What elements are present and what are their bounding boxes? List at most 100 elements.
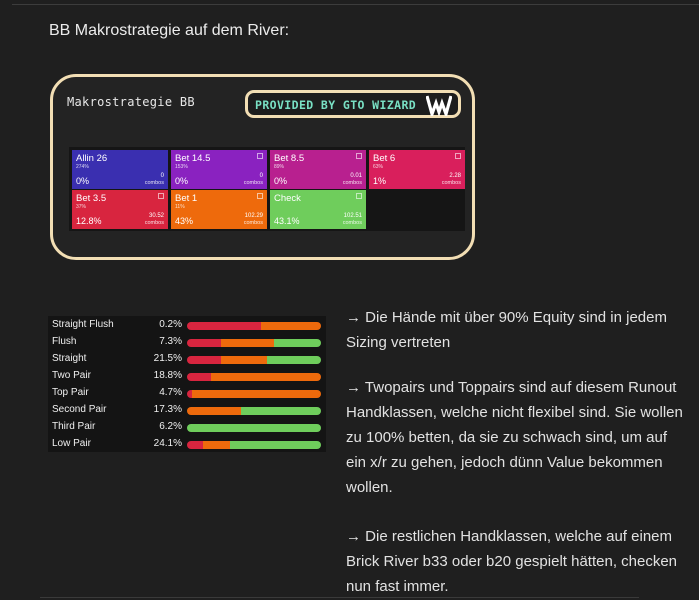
action-combos-label: combos xyxy=(144,220,164,226)
strategy-segment xyxy=(187,424,321,432)
hand-class-name: Top Pair xyxy=(52,387,89,398)
action-frequency: 0% xyxy=(274,176,288,186)
action-combos-label: combos xyxy=(342,180,362,186)
hand-class-row: Straight Flush 0.2% xyxy=(48,318,326,335)
action-label: Bet 1 xyxy=(175,193,198,204)
hand-class-row: Two Pair 18.8% xyxy=(48,369,326,386)
action-cell[interactable]: Check 43.1% 102.51 combos xyxy=(270,190,366,229)
details-icon xyxy=(257,153,263,159)
hand-class-percent: 21.5% xyxy=(153,353,182,364)
action-combos-value: 0 xyxy=(160,173,164,179)
strategy-segment xyxy=(220,339,275,347)
action-grid: Allin 26 274% 0% 0 combos Bet 14.5 153% 0% 0 comb… xyxy=(69,147,465,231)
hand-class-name: Two Pair xyxy=(52,370,91,381)
hand-class-name: Third Pair xyxy=(52,421,96,432)
strategy-bar xyxy=(187,322,321,330)
action-size-percent: 63% xyxy=(373,164,384,170)
action-combos-value: 2.28 xyxy=(449,173,461,179)
strategy-segment xyxy=(187,339,221,347)
hand-class-percent: 24.1% xyxy=(153,438,182,449)
strategy-segment xyxy=(187,373,212,381)
action-cell[interactable]: Bet 6 63% 1% 2.28 combos xyxy=(369,150,465,189)
hand-class-name: Straight xyxy=(52,353,87,364)
strategy-bar xyxy=(187,424,321,432)
action-combos-label: combos xyxy=(243,220,263,226)
hand-class-row: Third Pair 6.2% xyxy=(48,420,326,437)
strategy-bar xyxy=(187,407,321,415)
hand-class-percent: 17.3% xyxy=(153,404,182,415)
strategy-bar xyxy=(187,441,321,449)
details-icon xyxy=(356,193,362,199)
action-combos-label: combos xyxy=(243,180,263,186)
bottom-divider xyxy=(40,597,639,598)
action-combos-value: 0.01 xyxy=(350,173,362,179)
hand-class-row: Flush 7.3% xyxy=(48,335,326,352)
action-size-percent: 37% xyxy=(76,204,87,210)
action-frequency: 0% xyxy=(175,176,189,186)
details-icon xyxy=(356,153,362,159)
gto-wizard-logo-icon xyxy=(426,95,452,116)
strategy-segment xyxy=(187,390,193,398)
hand-class-row: Top Pair 4.7% xyxy=(48,386,326,403)
action-size-percent: 153% xyxy=(175,164,188,170)
hand-class-name: Low Pair xyxy=(52,438,91,449)
hand-class-percent: 18.8% xyxy=(153,370,182,381)
paragraph-2: → Twopairs und Toppairs sind auf diesem … xyxy=(346,379,683,496)
strategy-segment xyxy=(187,441,204,449)
action-label: Bet 14.5 xyxy=(175,153,211,164)
hand-class-row: Second Pair 17.3% xyxy=(48,403,326,420)
strategy-bar xyxy=(187,390,321,398)
section-heading: BB Makrostrategie auf dem River: xyxy=(49,22,290,39)
details-icon xyxy=(455,153,461,159)
top-divider xyxy=(12,4,699,5)
paragraph-3: → Die restlichen Handklassen, welche auf… xyxy=(346,528,678,595)
card-title: Makrostrategie BB xyxy=(67,95,195,109)
action-cell[interactable]: Bet 1 11% 43% 102.29 combos xyxy=(171,190,267,229)
action-combos-label: combos xyxy=(144,180,164,186)
action-combos-value: 30.52 xyxy=(148,213,164,219)
strategy-segment xyxy=(187,322,261,330)
strategy-segment xyxy=(220,356,268,364)
hand-class-percent: 7.3% xyxy=(159,336,182,347)
strategy-segment xyxy=(203,441,230,449)
action-combos-label: combos xyxy=(441,180,461,186)
hand-class-percent: 4.7% xyxy=(159,387,182,398)
action-cell[interactable]: Allin 26 274% 0% 0 combos xyxy=(72,150,168,189)
details-icon xyxy=(257,193,263,199)
action-cell[interactable]: Bet 8.5 89% 0% 0.01 combos xyxy=(270,150,366,189)
strategy-segment xyxy=(274,339,321,347)
strategy-segment xyxy=(187,407,241,415)
hand-class-percent: 6.2% xyxy=(159,421,182,432)
paragraph-1: → Die Hände mit über 90% Equity sind in … xyxy=(346,309,667,351)
action-frequency: 43.1% xyxy=(274,216,300,226)
action-label: Bet 8.5 xyxy=(274,153,305,164)
hand-class-name: Straight Flush xyxy=(52,319,114,330)
details-icon xyxy=(158,193,164,199)
strategy-bar xyxy=(187,339,321,347)
action-combos-label: combos xyxy=(342,220,362,226)
strategy-segment xyxy=(192,390,321,398)
action-label: Check xyxy=(274,193,301,204)
action-cell[interactable]: Bet 3.5 37% 12.8% 30.52 combos xyxy=(72,190,168,229)
action-size-percent: 11% xyxy=(175,204,185,210)
strategy-segment xyxy=(211,373,321,381)
action-combos-value: 0 xyxy=(259,173,263,179)
action-size-percent: 89% xyxy=(274,164,285,170)
action-cell[interactable]: Bet 14.5 153% 0% 0 combos xyxy=(171,150,267,189)
strategy-segment xyxy=(187,356,221,364)
hand-class-row: Straight 21.5% xyxy=(48,352,326,369)
gto-wizard-badge: PROVIDED BY GTO WIZARD xyxy=(245,90,461,118)
strategy-segment xyxy=(260,322,321,330)
hand-class-name: Flush xyxy=(52,336,77,347)
action-frequency: 12.8% xyxy=(76,216,102,226)
action-label: Allin 26 xyxy=(76,153,108,164)
strategy-bar xyxy=(187,356,321,364)
action-label: Bet 6 xyxy=(373,153,396,164)
action-size-percent: 274% xyxy=(76,164,89,170)
hand-class-name: Second Pair xyxy=(52,404,107,415)
action-frequency: 43% xyxy=(175,216,194,226)
action-combos-value: 102.51 xyxy=(343,213,362,219)
strategy-bar xyxy=(187,373,321,381)
hand-class-percent: 0.2% xyxy=(159,319,182,330)
strategy-segment xyxy=(229,441,321,449)
